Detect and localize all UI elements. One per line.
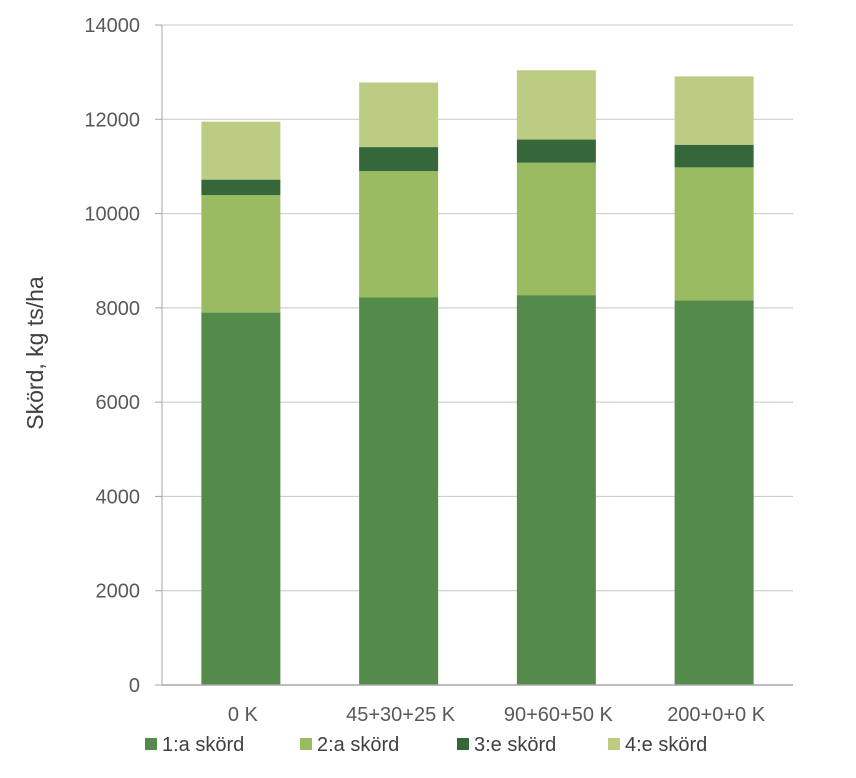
legend: 1:a skörd 2:a skörd 3:e skörd 4:e skörd: [145, 734, 707, 756]
y-tick-label: 12000: [84, 109, 140, 131]
bar-segment: [516, 70, 596, 140]
y-tick-label: 2000: [96, 581, 141, 603]
y-tick-label: 8000: [96, 298, 141, 320]
x-tick-label: 200+0+0 K: [667, 704, 766, 726]
y-tick-label: 10000: [84, 204, 140, 226]
legend-item: 1:a skörd: [145, 734, 244, 756]
bar-segment: [201, 195, 281, 313]
axes: [155, 24, 793, 686]
x-tick-label: 90+60+50 K: [504, 704, 614, 726]
bar-segment: [359, 171, 439, 298]
bars: [201, 70, 754, 685]
legend-swatch: [145, 738, 157, 750]
bar-segment: [674, 144, 754, 168]
legend-swatch: [300, 738, 312, 750]
bar-segment: [516, 162, 596, 296]
y-tick-label: 6000: [96, 392, 141, 414]
legend-swatch: [608, 738, 620, 750]
y-tick-label: 4000: [96, 486, 141, 508]
y-axis-title: Skörd, kg ts/ha: [22, 276, 48, 430]
bar-segment: [359, 82, 439, 148]
bar-segment: [516, 295, 596, 685]
legend-label: 4:e skörd: [625, 734, 707, 756]
x-tick-labels: 0 K 45+30+25 K 90+60+50 K 200+0+0 K: [228, 704, 766, 726]
legend-item: 2:a skörd: [300, 734, 399, 756]
x-tick-label: 0 K: [228, 704, 259, 726]
y-tick-label: 14000: [84, 15, 140, 37]
bar-segment: [201, 179, 281, 196]
bar-segment: [201, 312, 281, 685]
legend-label: 1:a skörd: [162, 734, 244, 756]
x-tick-label: 45+30+25 K: [346, 704, 456, 726]
legend-label: 2:a skörd: [317, 734, 399, 756]
bar-segment: [359, 147, 439, 172]
legend-item: 3:e skörd: [457, 734, 556, 756]
bar-segment: [516, 139, 596, 163]
bar-segment: [359, 297, 439, 685]
y-tick-labels: 0 2000 4000 6000 8000 10000 12000 14000: [84, 15, 140, 697]
y-tick-label: 0: [129, 675, 140, 697]
bar-segment: [201, 121, 281, 180]
legend-label: 3:e skörd: [474, 734, 556, 756]
legend-swatch: [457, 738, 469, 750]
bar-segment: [674, 167, 754, 301]
legend-item: 4:e skörd: [608, 734, 707, 756]
bar-segment: [674, 300, 754, 685]
bar-segment: [674, 76, 754, 145]
